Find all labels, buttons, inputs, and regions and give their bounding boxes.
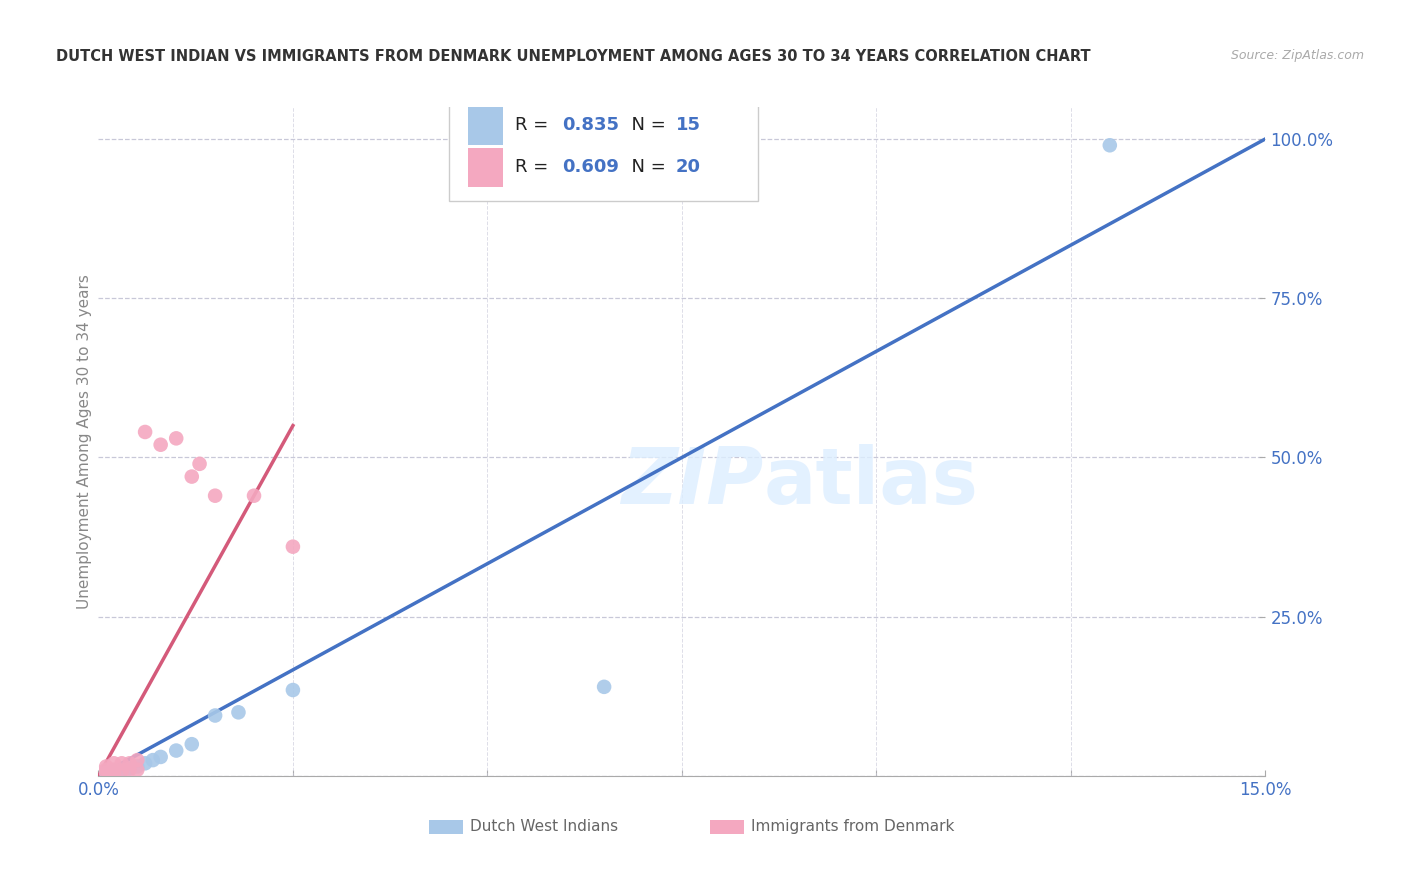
Point <box>118 763 141 777</box>
Point <box>96 763 118 777</box>
Point <box>165 743 187 757</box>
Point <box>96 765 118 780</box>
Point <box>180 469 202 483</box>
Point <box>127 753 149 767</box>
Text: R =: R = <box>515 116 554 134</box>
Point <box>281 540 304 554</box>
Point <box>204 708 226 723</box>
FancyBboxPatch shape <box>449 103 758 201</box>
Point <box>188 457 211 471</box>
Point <box>281 683 304 698</box>
Point <box>111 756 134 771</box>
Text: DUTCH WEST INDIAN VS IMMIGRANTS FROM DENMARK UNEMPLOYMENT AMONG AGES 30 TO 34 YE: DUTCH WEST INDIAN VS IMMIGRANTS FROM DEN… <box>56 49 1091 64</box>
Text: 0.835: 0.835 <box>562 116 619 134</box>
Point <box>243 489 266 503</box>
Point <box>103 765 125 780</box>
Point <box>111 764 134 778</box>
Text: atlas: atlas <box>763 443 979 520</box>
Point <box>180 737 202 751</box>
Point <box>103 763 125 777</box>
Point <box>96 759 118 773</box>
Point <box>1098 138 1121 153</box>
Text: Immigrants from Denmark: Immigrants from Denmark <box>751 820 955 834</box>
Text: 20: 20 <box>676 158 702 176</box>
Point <box>127 759 149 773</box>
Point <box>204 489 226 503</box>
Bar <box>468 148 503 187</box>
Text: R =: R = <box>515 158 554 176</box>
Text: Source: ZipAtlas.com: Source: ZipAtlas.com <box>1230 49 1364 62</box>
Point <box>111 763 134 777</box>
Point <box>593 680 616 694</box>
Text: N =: N = <box>620 158 672 176</box>
Point <box>96 765 118 780</box>
Point <box>149 438 172 452</box>
Text: Dutch West Indians: Dutch West Indians <box>470 820 617 834</box>
Point <box>149 750 172 764</box>
Point <box>118 761 141 775</box>
Point <box>127 763 149 777</box>
Text: 15: 15 <box>676 116 702 134</box>
Point <box>134 756 156 771</box>
Point <box>103 756 125 771</box>
Point <box>134 425 156 439</box>
Bar <box>468 106 503 145</box>
Text: ZIP: ZIP <box>621 443 763 520</box>
Text: 0.609: 0.609 <box>562 158 619 176</box>
Point <box>118 756 141 771</box>
Point <box>165 431 187 445</box>
Text: N =: N = <box>620 116 672 134</box>
Point <box>103 764 125 778</box>
Point <box>228 706 250 720</box>
Point <box>142 753 165 767</box>
Y-axis label: Unemployment Among Ages 30 to 34 years: Unemployment Among Ages 30 to 34 years <box>77 274 91 609</box>
